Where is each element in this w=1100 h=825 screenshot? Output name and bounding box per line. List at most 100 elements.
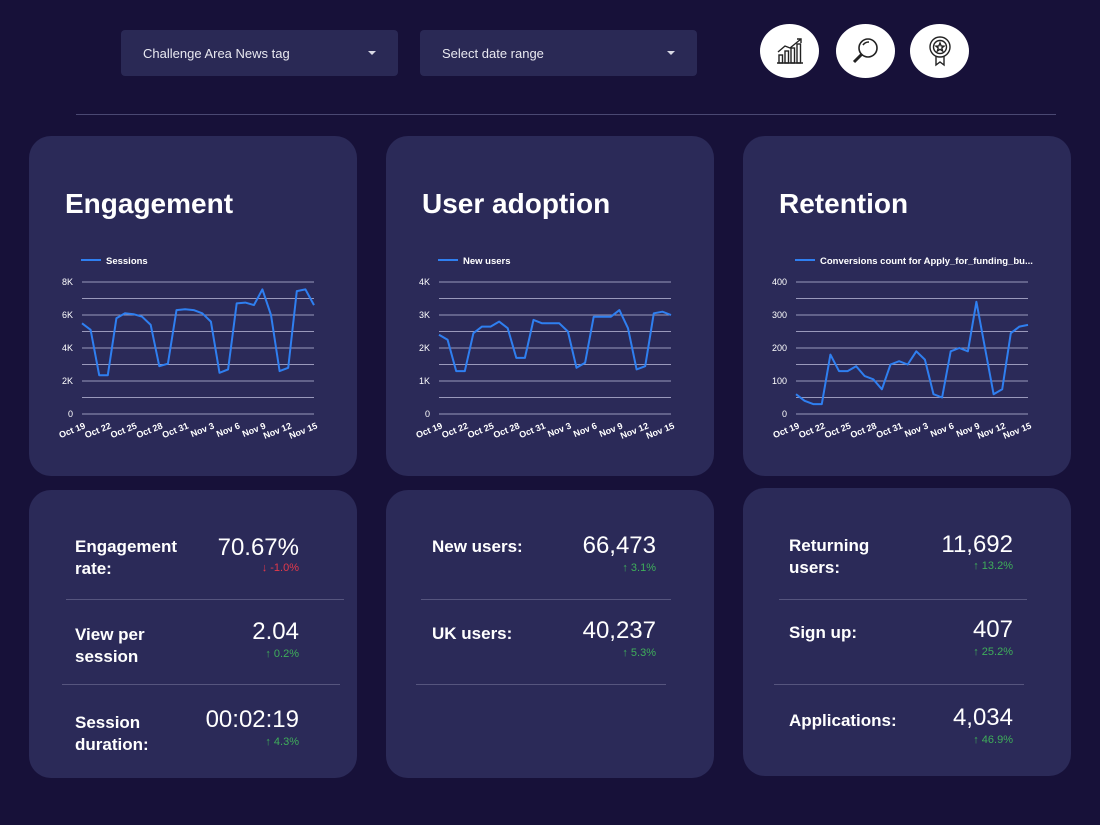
conversions-line-chart: Conversions count for Apply_for_funding_…: [771, 256, 1033, 441]
kpi-delta: ↑ 13.2%: [973, 560, 1013, 572]
series-line: [81, 288, 315, 377]
kpi-divider: [62, 684, 340, 685]
kpi-label: New users:: [432, 537, 523, 556]
engagement-chart-card: Engagement Sessions 0 2K 4K 6K 8K Oct 19 Oct 22…: [29, 136, 357, 476]
arrow-up-icon: ↑: [973, 734, 979, 746]
kpi-delta-value: 3.1%: [630, 562, 656, 574]
kpi-divider: [416, 684, 666, 685]
y-tick-label: 0: [425, 409, 430, 419]
kpi-delta: ↑ 3.1%: [622, 562, 656, 574]
challenge-area-tag-dropdown[interactable]: Challenge Area News tag: [121, 30, 398, 76]
kpi-delta: ↓ -1.0%: [262, 562, 299, 574]
kpi-delta: ↑ 5.3%: [622, 647, 656, 659]
magnifier-icon: [852, 38, 878, 64]
kpi-divider: [421, 599, 671, 600]
y-tick-label: 0: [68, 409, 73, 419]
kpi-label: Sign up:: [789, 623, 857, 642]
y-tick-label: 300: [772, 310, 787, 320]
x-tick-label: Nov 15: [645, 421, 676, 441]
kpi-delta-value: 0.2%: [273, 648, 299, 660]
user-adoption-kpi-card: New users: 66,473 ↑ 3.1% UK users: 40,23…: [386, 490, 714, 778]
kpi-value: 00:02:19: [205, 706, 299, 733]
x-tick-label: Oct 31: [161, 421, 190, 441]
card-title: Retention: [779, 188, 909, 219]
dropdown-label: Select date range: [442, 45, 544, 61]
kpi-value: 407: [972, 616, 1013, 643]
y-tick-label: 6K: [62, 310, 73, 320]
kpi-delta-value: 13.2%: [981, 560, 1013, 572]
x-tick-label: Nov 15: [288, 421, 319, 441]
kpi-label: Applications:: [789, 711, 897, 730]
legend-label: Conversions count for Apply_for_funding_…: [820, 256, 1033, 267]
award-badge-icon: [928, 36, 951, 67]
x-tick-label: Oct 31: [875, 421, 904, 441]
arrow-up-icon: ↑: [265, 648, 271, 660]
x-tick-label: Nov 6: [215, 421, 241, 439]
card-title: User adoption: [422, 188, 611, 219]
kpi-value: 11,692: [941, 531, 1013, 558]
kpi-value: 2.04: [252, 618, 299, 645]
y-tick-label: 2K: [62, 376, 73, 386]
retention-chart-card: Retention Conversions count for Apply_fo…: [743, 136, 1071, 476]
legend-label: Sessions: [106, 256, 148, 267]
kpi-value: 66,473: [582, 532, 656, 559]
kpi-value: 40,237: [582, 617, 656, 644]
y-tick-label: 1K: [419, 376, 430, 386]
search-button[interactable]: [836, 24, 895, 78]
kpi-divider: [774, 684, 1024, 685]
x-tick-label: Nov 6: [929, 421, 955, 439]
x-tick-label: Nov 15: [1002, 421, 1033, 441]
y-tick-label: 3K: [419, 310, 430, 320]
kpi-delta-value: 25.2%: [981, 646, 1013, 658]
x-tick-label: Nov 3: [903, 421, 929, 439]
arrow-up-icon: ↑: [622, 562, 628, 574]
kpi-delta-value: 4.3%: [273, 736, 299, 748]
header-divider: [76, 114, 1056, 115]
kpi-label: Session duration:: [75, 713, 149, 754]
card-title: Engagement: [65, 188, 234, 219]
x-tick-label: Nov 6: [572, 421, 598, 439]
y-tick-label: 200: [772, 343, 787, 353]
kpi-delta-value: 46.9%: [981, 734, 1013, 746]
kpi-delta: ↑ 25.2%: [973, 646, 1013, 658]
award-button[interactable]: [910, 24, 969, 78]
kpi-label: UK users:: [432, 624, 513, 643]
kpi-divider: [779, 599, 1027, 600]
dropdown-label: Challenge Area News tag: [143, 45, 290, 61]
chart-growth-icon: [776, 38, 803, 64]
y-tick-label: 0: [782, 409, 787, 419]
kpi-value: 4,034: [952, 704, 1013, 731]
x-tick-label: Oct 31: [518, 421, 547, 441]
y-tick-label: 4K: [419, 277, 430, 287]
kpi-delta-value: 5.3%: [630, 647, 656, 659]
y-tick-label: 4K: [62, 343, 73, 353]
y-tick-label: 8K: [62, 277, 73, 287]
x-tick-label: Nov 3: [546, 421, 572, 439]
chevron-down-icon: [368, 51, 376, 55]
kpi-label: Returning users:: [789, 536, 870, 577]
date-range-dropdown[interactable]: Select date range: [420, 30, 697, 76]
kpi-delta: ↑ 4.3%: [265, 736, 299, 748]
kpi-label: Engagement rate:: [75, 537, 178, 578]
kpi-delta: ↑ 46.9%: [973, 734, 1013, 746]
y-tick-label: 2K: [419, 343, 430, 353]
y-tick-label: 400: [772, 277, 787, 287]
kpi-divider: [66, 599, 344, 600]
analytics-button[interactable]: [760, 24, 819, 78]
chevron-down-icon: [667, 51, 675, 55]
engagement-kpi-card: Engagement rate: 70.67% ↓ -1.0% View per…: [29, 490, 357, 778]
series-line: [438, 309, 672, 373]
retention-kpi-card: Returning users: 11,692 ↑ 13.2% Sign up:…: [743, 488, 1071, 776]
arrow-up-icon: ↑: [973, 560, 979, 572]
arrow-up-icon: ↑: [622, 647, 628, 659]
kpi-delta-value: -1.0%: [270, 562, 299, 574]
kpi-delta: ↑ 0.2%: [265, 648, 299, 660]
user-adoption-chart-card: User adoption New users 0 1K 2K 3K 4K Oct 19 Oc…: [386, 136, 714, 476]
arrow-up-icon: ↑: [265, 736, 271, 748]
y-tick-label: 100: [772, 376, 787, 386]
series-line: [795, 300, 1029, 406]
x-tick-label: Nov 3: [189, 421, 215, 439]
kpi-label: View per session: [75, 625, 145, 666]
